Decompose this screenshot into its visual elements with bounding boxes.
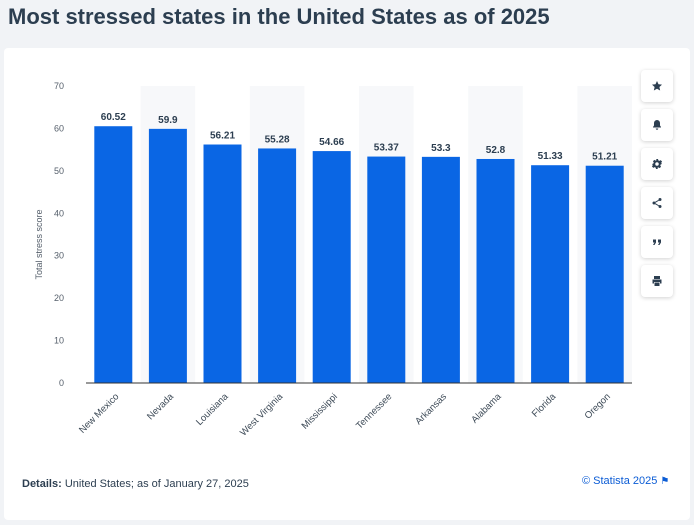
value-label: 59.9 bbox=[158, 115, 178, 126]
bell-icon bbox=[653, 120, 661, 130]
value-label: 56.21 bbox=[210, 131, 235, 142]
bar-chart: 0 10 20 30 40 50 60 70 Total stress score 60.52 Ne… bbox=[34, 81, 632, 439]
category-label: Mississippi bbox=[300, 391, 340, 431]
share-icon bbox=[652, 198, 662, 208]
value-label: 53.37 bbox=[374, 143, 399, 154]
category-label: Louisiana bbox=[194, 391, 231, 428]
bar bbox=[94, 126, 133, 383]
gear-icon bbox=[651, 159, 663, 169]
value-label: 53.3 bbox=[431, 143, 451, 154]
bar bbox=[312, 151, 351, 383]
y-tick-label: 50 bbox=[54, 166, 64, 176]
statista-copyright-link[interactable]: © Statista 2025 ⚑ bbox=[582, 475, 669, 487]
bar bbox=[203, 144, 242, 383]
details-label: Details: bbox=[22, 478, 62, 490]
quote-icon bbox=[653, 239, 661, 245]
copyright-text: © Statista 2025 bbox=[582, 475, 658, 487]
y-tick-label: 60 bbox=[54, 123, 64, 133]
category-label: Florida bbox=[530, 391, 559, 420]
value-label: 51.21 bbox=[592, 152, 617, 163]
y-tick-label: 10 bbox=[54, 336, 64, 346]
y-tick-label: 0 bbox=[59, 378, 64, 388]
y-tick-label: 70 bbox=[54, 81, 64, 91]
notification-button[interactable] bbox=[641, 109, 673, 141]
chart-card: 0 10 20 30 40 50 60 70 Total stress score 60.52 Ne… bbox=[4, 48, 690, 520]
bar bbox=[585, 165, 624, 383]
value-label: 60.52 bbox=[101, 112, 126, 123]
category-label: Nevada bbox=[145, 391, 176, 422]
value-label: 52.8 bbox=[486, 145, 506, 156]
value-label: 55.28 bbox=[265, 134, 290, 145]
y-tick-label: 30 bbox=[54, 251, 64, 261]
star-icon bbox=[652, 81, 662, 91]
favorite-button[interactable] bbox=[641, 70, 673, 102]
settings-button[interactable] bbox=[641, 148, 673, 180]
cite-button[interactable] bbox=[641, 226, 673, 258]
bar bbox=[367, 156, 406, 383]
bar bbox=[531, 165, 570, 383]
print-button[interactable] bbox=[641, 265, 673, 297]
page-title: Most stressed states in the United State… bbox=[8, 4, 550, 29]
bar bbox=[148, 128, 187, 383]
share-button[interactable] bbox=[641, 187, 673, 219]
bar bbox=[476, 158, 515, 383]
y-tick-label: 40 bbox=[54, 208, 64, 218]
category-label: Tennessee bbox=[354, 391, 394, 431]
category-label: New Mexico bbox=[77, 391, 121, 435]
y-tick-label: 20 bbox=[54, 293, 64, 303]
print-icon bbox=[652, 276, 662, 286]
bar bbox=[258, 148, 297, 383]
category-label: Oregon bbox=[583, 391, 613, 421]
flag-icon: ⚑ bbox=[660, 476, 670, 487]
y-axis-title: Total stress score bbox=[34, 209, 44, 279]
value-label: 54.66 bbox=[319, 137, 344, 148]
category-label: West Virginia bbox=[238, 391, 286, 439]
category-label: Alabama bbox=[469, 391, 504, 426]
details-text: Details: United States; as of January 27… bbox=[22, 478, 249, 490]
category-label: Arkansas bbox=[413, 391, 449, 427]
bar bbox=[421, 156, 460, 383]
value-label: 51.33 bbox=[538, 151, 563, 162]
details-value: United States; as of January 27, 2025 bbox=[64, 478, 249, 490]
